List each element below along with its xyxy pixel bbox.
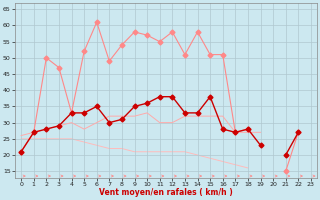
X-axis label: Vent moyen/en rafales ( km/h ): Vent moyen/en rafales ( km/h ) [99,188,233,197]
